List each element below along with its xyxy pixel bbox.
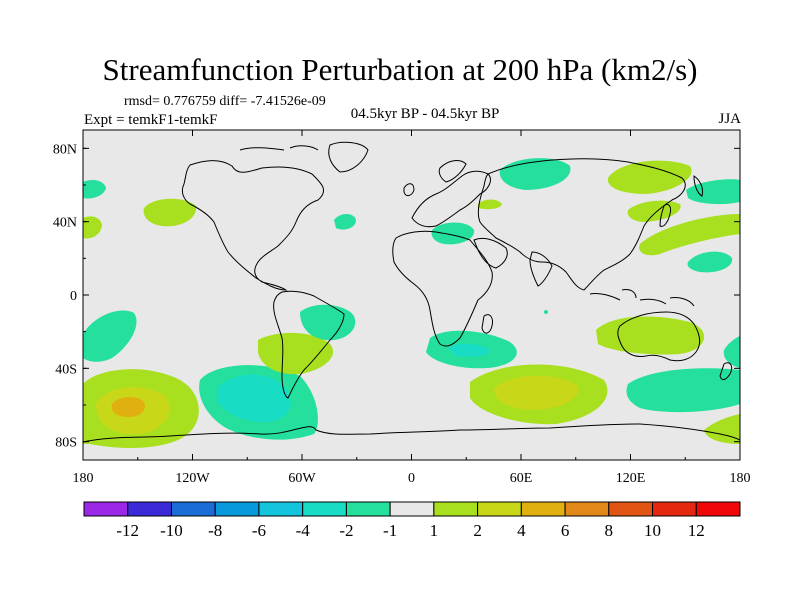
anomaly-region: [448, 343, 490, 357]
coastline-new-zealand: [719, 362, 733, 381]
anomaly-region: [111, 396, 145, 418]
anomaly-region: [544, 310, 548, 314]
colorbar: -12 -10 -8 -6 -4 -2 -1 1 2 4 6 8 10 12: [83, 501, 741, 540]
anomaly-region: [596, 316, 705, 355]
coastline-europe: [411, 170, 491, 228]
colorbar-label: 12: [688, 521, 705, 540]
colorbar-swatch: [170, 501, 216, 517]
lon-tick-label: 120E: [616, 471, 646, 486]
anomaly-region: [627, 200, 681, 222]
anomaly-region: [723, 336, 740, 368]
coastline-indonesia: [589, 289, 695, 307]
colorbar-label: 2: [473, 521, 482, 540]
stats-line: rmsd= 0.776759 diff= -7.41526e-09: [124, 94, 326, 109]
anomaly-region: [687, 251, 733, 273]
colorbar-swatch: [214, 501, 260, 517]
colorbar-label: -12: [116, 521, 139, 540]
anomaly-region: [626, 368, 740, 413]
colorbar-swatch: [127, 501, 172, 517]
coastline-madagascar: [481, 314, 493, 334]
coastline-africa: [392, 230, 493, 347]
lon-tick-label: 60W: [288, 471, 316, 486]
lon-tick-label: 180: [730, 471, 751, 486]
colorbar-swatch: [520, 501, 566, 517]
lat-tick-label: 80N: [53, 142, 77, 157]
colorbar-label: -4: [296, 521, 311, 540]
coastline-south-america: [273, 290, 345, 399]
colorbar-swatch: [477, 501, 522, 517]
lat-tick-label: 0: [70, 289, 77, 304]
anomaly-field: [83, 158, 740, 448]
coastline-scandinavia: [438, 160, 467, 183]
anomaly-region: [258, 332, 334, 375]
anomaly-region: [494, 375, 579, 410]
lon-tick-label: 0: [408, 471, 415, 486]
colorbar-swatch: [258, 501, 304, 517]
anomaly-region: [639, 214, 740, 256]
coastline-india: [529, 251, 553, 287]
coastline-antarctica: [83, 423, 740, 443]
colorbar-swatch: [345, 501, 391, 517]
coastlines: [83, 141, 740, 443]
anomaly-region: [499, 158, 571, 190]
colorbar-label: -8: [208, 521, 222, 540]
colorbar-label: 6: [561, 521, 570, 540]
experiment-label: Expt = temkF1-temkF: [84, 112, 218, 128]
coastline-uk: [403, 183, 415, 197]
anomaly-region: [83, 310, 137, 362]
anomaly-region: [83, 180, 106, 199]
coastline-kamchatka: [693, 175, 703, 197]
colorbar-swatch: [608, 501, 654, 517]
coastline-greenland: [328, 141, 369, 173]
lat-tick-label: 40S: [55, 362, 77, 377]
colorbar-swatch: [302, 501, 347, 517]
colorbar-swatch: [652, 501, 697, 517]
lat-tick-label: 80S: [55, 436, 77, 451]
coastline-arabia: [473, 237, 508, 269]
anomaly-region: [431, 222, 475, 245]
colorbar-label: 10: [644, 521, 661, 540]
colorbar-swatch: [695, 501, 741, 517]
coastline-australia: [617, 311, 701, 362]
map-axes: 80N 40N 0 40S 80S 180 120W 60W 0 60E 120E 180: [53, 130, 751, 486]
colorbar-label: 1: [430, 521, 439, 540]
coastline-north-america: [181, 160, 324, 291]
colorbar-label: 8: [605, 521, 614, 540]
chart-title: Streamfunction Perturbation at 200 hPa (…: [102, 52, 698, 87]
anomaly-region: [300, 304, 356, 341]
lon-tick-label: 180: [73, 471, 94, 486]
lon-tick-label: 60E: [510, 471, 533, 486]
anomaly-region: [143, 198, 197, 227]
season-label: JJA: [718, 111, 741, 127]
colorbar-swatch: [83, 501, 129, 517]
anomaly-region: [686, 179, 740, 205]
lon-tick-label: 120W: [175, 471, 210, 486]
colorbar-swatch: [433, 501, 479, 517]
anomaly-region: [334, 214, 356, 230]
coastline-asia: [477, 158, 686, 291]
coastline-japan: [659, 203, 671, 227]
anomaly-region: [607, 160, 692, 194]
colorbar-swatch: [389, 501, 435, 517]
colorbar-label: -1: [383, 521, 397, 540]
coastline-arctic-islands: [239, 145, 319, 151]
colorbar-label: -2: [339, 521, 353, 540]
center-label: 04.5kyr BP - 04.5kyr BP: [350, 106, 500, 122]
anomaly-region: [218, 374, 291, 423]
anomaly-region: [478, 199, 502, 210]
colorbar-label: -6: [252, 521, 266, 540]
colorbar-label: 4: [517, 521, 526, 540]
colorbar-swatch: [564, 501, 610, 517]
lat-tick-label: 40N: [53, 216, 77, 231]
colorbar-label: -10: [160, 521, 183, 540]
